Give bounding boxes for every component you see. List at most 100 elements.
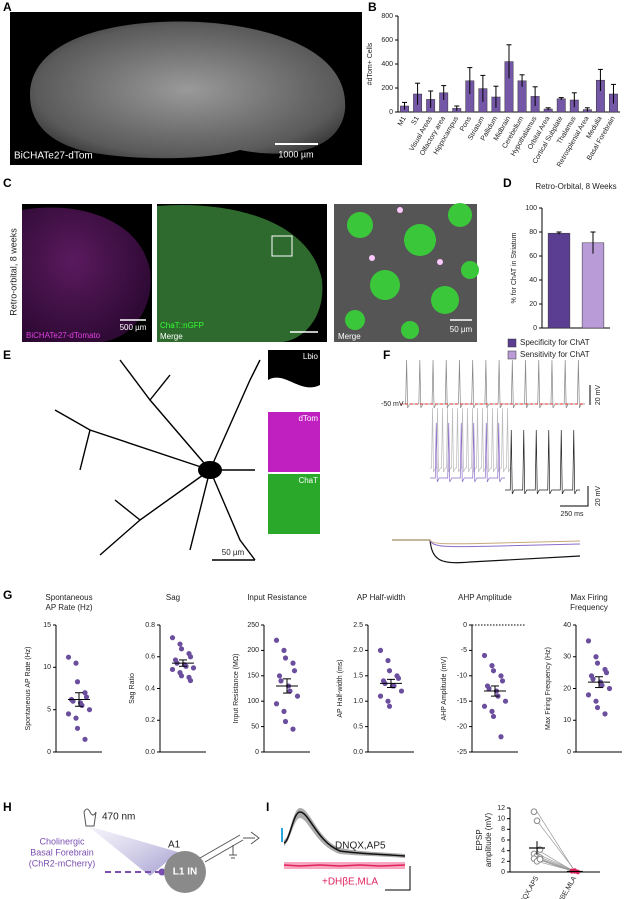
y-tick-label: 6 bbox=[501, 837, 505, 844]
y-tick-label: 0 bbox=[47, 749, 51, 756]
point bbox=[278, 678, 284, 684]
scale-label: 250 ms bbox=[561, 511, 584, 518]
y-tick-label: -10 bbox=[457, 673, 467, 680]
point bbox=[282, 718, 289, 725]
y-tick-label: 0.0 bbox=[353, 749, 363, 756]
y-axis-label: Sag Ratio bbox=[129, 673, 136, 704]
inset bbox=[268, 474, 320, 534]
point bbox=[585, 692, 592, 698]
point bbox=[377, 693, 384, 699]
panel-letter: H bbox=[3, 800, 12, 814]
scale-label: 50 µm bbox=[222, 548, 245, 557]
image-label: BiCHATe27-dTom bbox=[14, 151, 93, 162]
point bbox=[377, 647, 384, 654]
point bbox=[287, 688, 293, 694]
point bbox=[606, 685, 613, 692]
scale-label: 50 µm bbox=[450, 325, 473, 334]
point bbox=[502, 698, 509, 704]
y-tick-label: 10 bbox=[563, 717, 571, 724]
point bbox=[490, 713, 497, 720]
y-tick-label: 200 bbox=[381, 85, 393, 92]
panel-letter: G bbox=[3, 588, 12, 602]
point bbox=[395, 675, 402, 681]
point bbox=[398, 688, 405, 694]
panel-letter: F bbox=[383, 348, 390, 362]
point bbox=[481, 703, 488, 709]
y-tick-label: 100 bbox=[247, 698, 259, 705]
y-axis-label: EPSP bbox=[475, 829, 484, 850]
y-tick-label: 10 bbox=[497, 816, 505, 823]
y-tick-label: 20 bbox=[529, 301, 537, 308]
y-tick-label: 0.5 bbox=[353, 723, 363, 730]
panel-letter: I bbox=[266, 800, 269, 814]
y-tick-label: 5 bbox=[47, 707, 51, 714]
point bbox=[590, 676, 596, 682]
y-tick-label: 40 bbox=[529, 277, 537, 284]
inset bbox=[268, 412, 320, 472]
amplifier bbox=[229, 831, 260, 859]
trace bbox=[283, 811, 406, 857]
point bbox=[73, 715, 79, 721]
point bbox=[190, 665, 197, 671]
image-label: BiCHATe27-dTomato bbox=[26, 331, 101, 340]
panel-letter: C bbox=[3, 176, 12, 190]
image bbox=[157, 204, 323, 342]
cells bbox=[369, 207, 443, 265]
y-tick-label: 800 bbox=[381, 13, 393, 20]
pair-line bbox=[536, 820, 576, 871]
point bbox=[273, 637, 280, 643]
point bbox=[74, 679, 81, 685]
point bbox=[594, 704, 601, 711]
image-label: ChaT::nGFP bbox=[160, 321, 204, 330]
point bbox=[530, 808, 538, 816]
y-axis-label: AP Half-width (ms) bbox=[337, 659, 344, 717]
panel-letter: D bbox=[503, 176, 512, 190]
soma bbox=[198, 461, 222, 479]
y-tick-label: 2.0 bbox=[353, 647, 363, 654]
trace-band bbox=[284, 808, 405, 858]
fiber bbox=[83, 808, 97, 827]
point bbox=[498, 673, 504, 679]
y-tick-label: 100 bbox=[525, 205, 537, 212]
y-tick-label: 250 bbox=[247, 622, 259, 629]
y-tick-label: 10 bbox=[43, 664, 51, 671]
y-tick-label: 0.2 bbox=[145, 717, 155, 724]
point bbox=[79, 702, 85, 709]
chart-title: Sag bbox=[166, 593, 180, 602]
y-tick-label: 0 bbox=[389, 109, 393, 116]
chart-title: Retro-Orbital, 8 Weeks bbox=[535, 182, 616, 191]
y-tick-label: 2.5 bbox=[353, 622, 363, 629]
pair-line bbox=[536, 811, 576, 872]
x-tick-label: S1 bbox=[411, 115, 421, 126]
point bbox=[74, 725, 81, 731]
y-tick-label: 30 bbox=[563, 654, 571, 661]
point bbox=[169, 635, 176, 641]
rest-label: -50 mV bbox=[381, 401, 404, 408]
chart-title: Frequency bbox=[570, 603, 608, 612]
y-tick-label: 15 bbox=[43, 622, 51, 629]
point bbox=[169, 666, 176, 673]
light-label: 470 nm bbox=[102, 812, 135, 823]
y-tick-label: 0.6 bbox=[145, 654, 155, 661]
source-label: (ChR2-mCherry) bbox=[29, 858, 96, 868]
point bbox=[276, 673, 283, 679]
image bbox=[22, 207, 151, 342]
point bbox=[499, 678, 506, 684]
y-tick-label: 0 bbox=[533, 325, 537, 332]
area-label: A1 bbox=[168, 840, 181, 851]
inset-label: ChaT bbox=[298, 476, 318, 485]
panel-letter: E bbox=[3, 348, 11, 362]
trace bbox=[392, 539, 581, 545]
trace bbox=[400, 359, 585, 409]
point bbox=[489, 708, 495, 714]
cell bbox=[164, 851, 206, 893]
y-tick-label: 0.8 bbox=[145, 622, 155, 629]
inset-box bbox=[271, 235, 293, 257]
y-tick-label: 1.0 bbox=[353, 698, 363, 705]
x-tick-label: M1 bbox=[397, 115, 408, 127]
legend-swatch bbox=[507, 338, 517, 348]
y-tick-label: -20 bbox=[457, 723, 467, 730]
point bbox=[603, 670, 610, 676]
chart-title: AP Rate (Hz) bbox=[46, 603, 93, 612]
point bbox=[65, 711, 72, 717]
